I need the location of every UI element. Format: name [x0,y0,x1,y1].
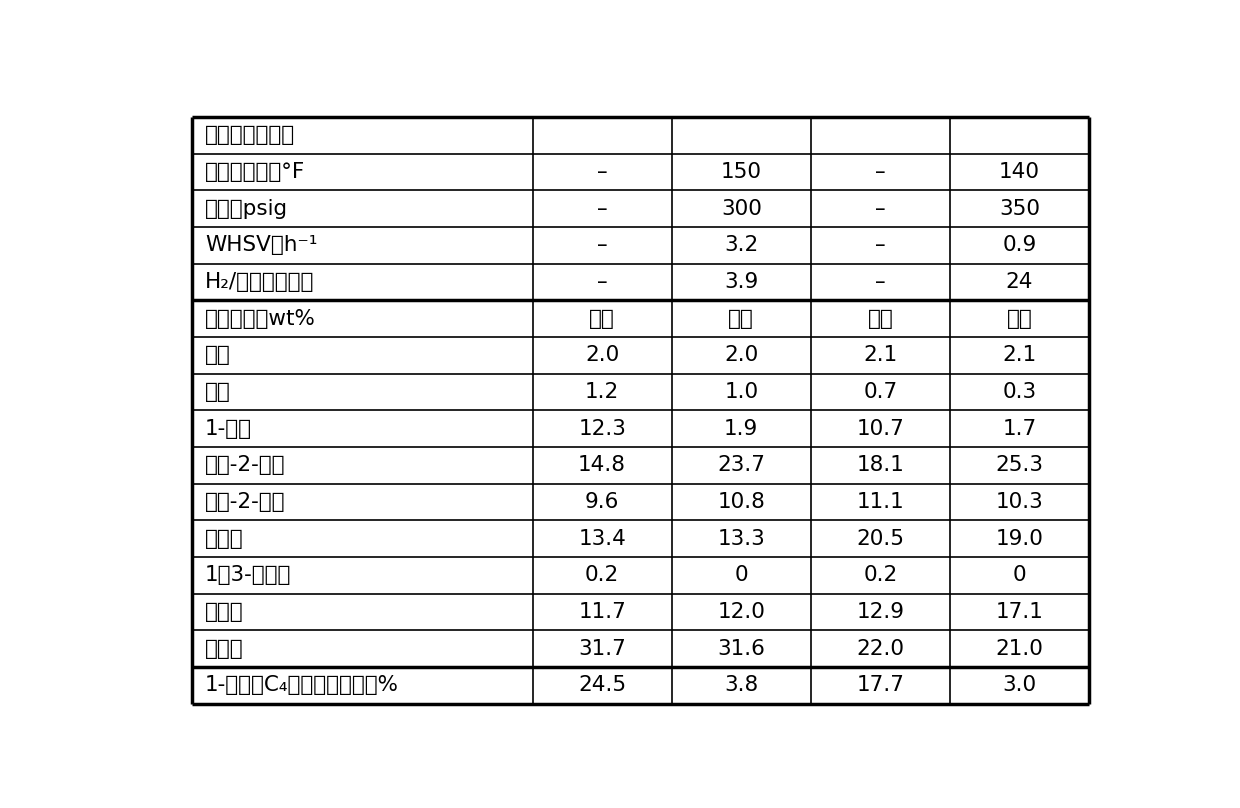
Text: 10.8: 10.8 [718,492,765,512]
Text: –: – [875,235,885,255]
Text: 24: 24 [1006,271,1033,292]
Text: –: – [875,199,885,218]
Text: 0: 0 [734,566,748,585]
Text: –: – [875,271,885,292]
Text: 1.7: 1.7 [1002,419,1037,439]
Text: –: – [596,199,608,218]
Text: 1-丁烯在C₄烯烃中的含量，%: 1-丁烯在C₄烯烃中的含量，% [205,675,399,695]
Text: 3.9: 3.9 [724,271,759,292]
Text: 17.7: 17.7 [857,675,904,695]
Text: 丙烯: 丙烯 [205,382,231,402]
Text: 21.0: 21.0 [996,638,1044,659]
Text: 3.8: 3.8 [724,675,759,695]
Text: 1.2: 1.2 [585,382,619,402]
Text: 13.4: 13.4 [578,528,626,549]
Text: 18.1: 18.1 [857,455,904,475]
Text: 22.0: 22.0 [857,638,904,659]
Text: 0.9: 0.9 [1002,235,1037,255]
Text: 1.0: 1.0 [724,382,759,402]
Text: 如化剂温度，°F: 如化剂温度，°F [205,162,305,182]
Text: 原料: 原料 [868,309,893,329]
Text: 3.0: 3.0 [1002,675,1037,695]
Text: 1，3-丁二烯: 1，3-丁二烯 [205,566,291,585]
Text: 3.2: 3.2 [724,235,759,255]
Text: 0.2: 0.2 [585,566,619,585]
Text: 加氢异构化条件: 加氢异构化条件 [205,125,295,145]
Text: 0: 0 [1013,566,1027,585]
Text: –: – [596,162,608,182]
Text: 异丁烯: 异丁烯 [205,528,243,549]
Text: 150: 150 [720,162,761,182]
Text: 31.7: 31.7 [578,638,626,659]
Text: 烯烃组成，wt%: 烯烃组成，wt% [205,309,316,329]
Text: 1.9: 1.9 [724,419,759,439]
Text: 2.0: 2.0 [585,345,619,365]
Text: 压力，psig: 压力，psig [205,199,288,218]
Text: 14.8: 14.8 [578,455,626,475]
Text: –: – [596,235,608,255]
Text: 23.7: 23.7 [717,455,765,475]
Text: 11.1: 11.1 [857,492,904,512]
Text: 2.1: 2.1 [863,345,898,365]
Text: 17.1: 17.1 [996,602,1044,622]
Text: 10.3: 10.3 [996,492,1043,512]
Text: –: – [596,271,608,292]
Text: 正丁烷: 正丁烷 [205,602,243,622]
Text: 300: 300 [720,199,761,218]
Text: WHSV，h⁻¹: WHSV，h⁻¹ [205,235,317,255]
Text: 2.1: 2.1 [1002,345,1037,365]
Text: –: – [875,162,885,182]
Text: 10.7: 10.7 [857,419,904,439]
Text: 11.7: 11.7 [578,602,626,622]
Text: 反式-2-丁烯: 反式-2-丁烯 [205,455,285,475]
Text: 24.5: 24.5 [578,675,626,695]
Text: 0.2: 0.2 [863,566,898,585]
Text: 1-丁烯: 1-丁烯 [205,419,252,439]
Text: 0.3: 0.3 [1002,382,1037,402]
Text: 顺式-2-丁烯: 顺式-2-丁烯 [205,492,285,512]
Text: 19.0: 19.0 [996,528,1044,549]
Text: 0.7: 0.7 [863,382,898,402]
Text: H₂/二烯烃摩尔比: H₂/二烯烃摩尔比 [205,271,315,292]
Text: 原料: 原料 [589,309,615,329]
Text: 12.0: 12.0 [718,602,765,622]
Text: 25.3: 25.3 [996,455,1044,475]
Text: 13.3: 13.3 [718,528,765,549]
Text: 产物: 产物 [1007,309,1033,329]
Text: 12.9: 12.9 [857,602,904,622]
Text: 9.6: 9.6 [585,492,619,512]
Text: 异丁烷: 异丁烷 [205,638,243,659]
Text: 丙烷: 丙烷 [205,345,231,365]
Text: 20.5: 20.5 [857,528,904,549]
Text: 2.0: 2.0 [724,345,759,365]
Text: 31.6: 31.6 [718,638,765,659]
Text: 350: 350 [999,199,1040,218]
Text: 12.3: 12.3 [578,419,626,439]
Text: 140: 140 [999,162,1040,182]
Text: 产物: 产物 [728,309,754,329]
